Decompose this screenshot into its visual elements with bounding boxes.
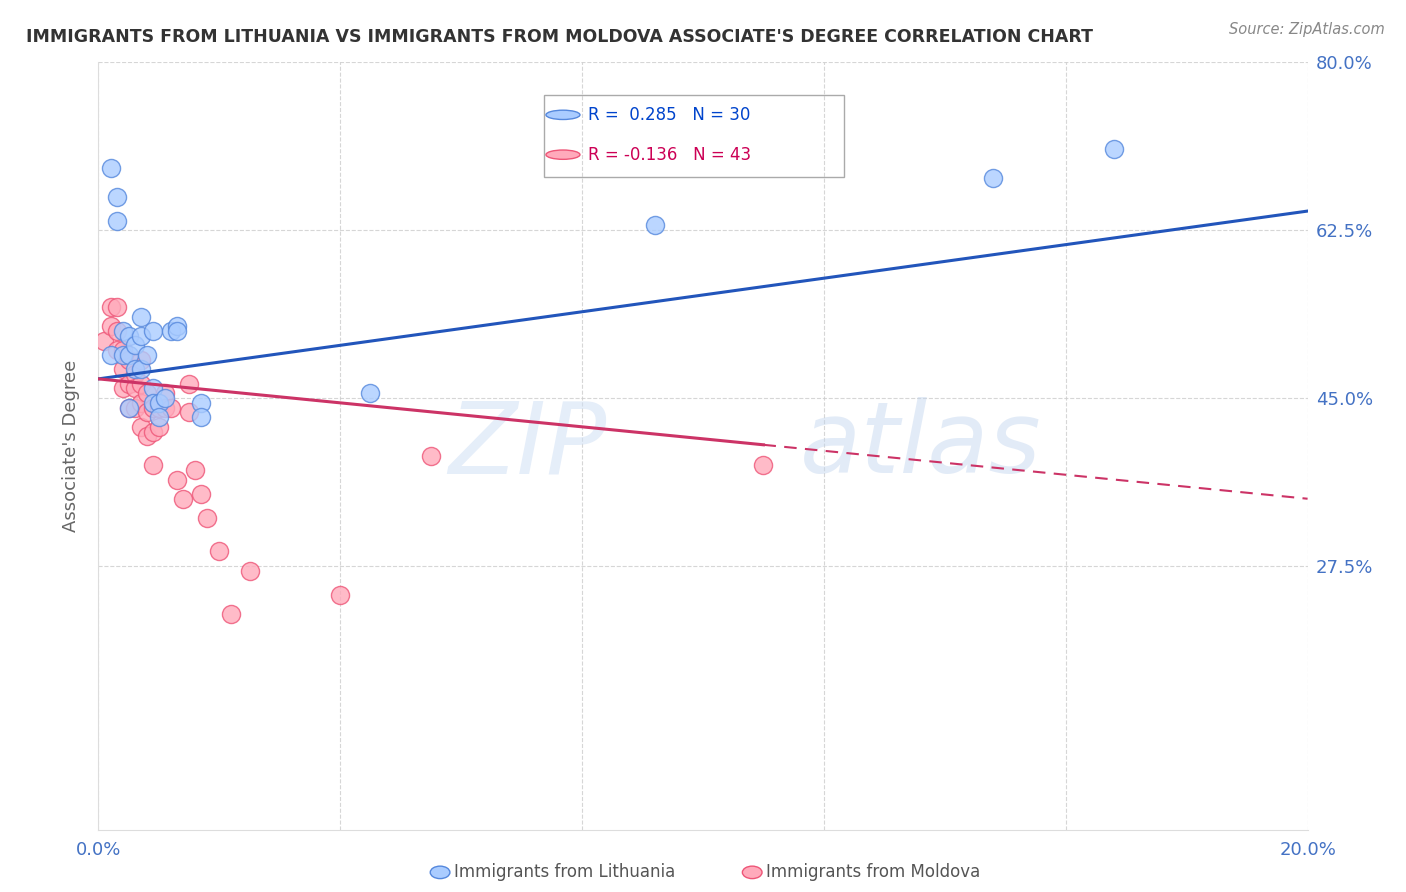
Point — [118, 401, 141, 415]
Point — [124, 362, 146, 376]
Point — [148, 420, 170, 434]
Point — [166, 319, 188, 334]
Point — [644, 219, 666, 233]
Point — [105, 300, 128, 314]
Point — [153, 391, 176, 405]
Point — [190, 396, 212, 410]
Point — [360, 386, 382, 401]
Point — [105, 189, 128, 203]
Point — [129, 362, 152, 376]
Point — [118, 328, 141, 343]
Point — [420, 449, 443, 463]
Point — [172, 491, 194, 506]
Text: ZIP: ZIP — [449, 398, 606, 494]
Point — [124, 401, 146, 415]
Point — [135, 405, 157, 419]
Point — [208, 544, 231, 558]
Point — [195, 511, 218, 525]
Point — [124, 338, 146, 352]
Point — [153, 401, 176, 415]
Point — [1102, 142, 1125, 156]
Point — [135, 348, 157, 362]
Point — [142, 382, 165, 396]
Point — [148, 396, 170, 410]
Point — [142, 401, 165, 415]
Point — [111, 348, 134, 362]
Point — [111, 343, 134, 358]
Point — [184, 463, 207, 477]
Point — [148, 401, 170, 415]
Point — [100, 300, 122, 314]
Point — [142, 396, 165, 410]
Point — [166, 324, 188, 338]
Text: R = -0.136   N = 43: R = -0.136 N = 43 — [588, 145, 751, 163]
Point — [118, 376, 141, 391]
Point — [129, 310, 152, 324]
Point — [100, 161, 122, 175]
Point — [153, 386, 176, 401]
Text: IMMIGRANTS FROM LITHUANIA VS IMMIGRANTS FROM MOLDOVA ASSOCIATE'S DEGREE CORRELAT: IMMIGRANTS FROM LITHUANIA VS IMMIGRANTS … — [25, 28, 1092, 45]
Point — [129, 420, 152, 434]
Point — [190, 410, 212, 425]
Point — [105, 213, 128, 227]
Point — [142, 458, 165, 473]
Point — [142, 425, 165, 439]
Text: Source: ZipAtlas.com: Source: ZipAtlas.com — [1229, 22, 1385, 37]
Point — [239, 564, 262, 578]
Point — [148, 410, 170, 425]
Y-axis label: Associate's Degree: Associate's Degree — [62, 359, 80, 533]
Point — [111, 324, 134, 338]
Point — [221, 607, 243, 621]
Point — [105, 324, 128, 338]
Point — [179, 405, 201, 419]
Point — [135, 429, 157, 443]
Point — [179, 376, 201, 391]
Point — [111, 362, 134, 376]
Point — [105, 343, 128, 358]
Point — [129, 396, 152, 410]
Point — [129, 328, 152, 343]
Circle shape — [546, 111, 581, 120]
Point — [190, 487, 212, 501]
Point — [93, 334, 115, 348]
Point — [118, 401, 141, 415]
Point — [100, 319, 122, 334]
Point — [160, 324, 183, 338]
Point — [129, 376, 152, 391]
Point — [129, 352, 152, 367]
Text: atlas: atlas — [800, 398, 1042, 494]
Point — [111, 382, 134, 396]
Text: Immigrants from Lithuania: Immigrants from Lithuania — [454, 863, 675, 881]
Circle shape — [546, 150, 581, 160]
Point — [124, 382, 146, 396]
Point — [752, 458, 775, 473]
Point — [329, 588, 352, 602]
Point — [135, 386, 157, 401]
Point — [124, 367, 146, 381]
Point — [118, 348, 141, 362]
Text: Immigrants from Moldova: Immigrants from Moldova — [766, 863, 980, 881]
Point — [100, 348, 122, 362]
Point — [118, 352, 141, 367]
Point — [160, 401, 183, 415]
Point — [142, 324, 165, 338]
Point — [981, 170, 1004, 185]
Text: R =  0.285   N = 30: R = 0.285 N = 30 — [588, 106, 749, 124]
Point — [166, 473, 188, 487]
